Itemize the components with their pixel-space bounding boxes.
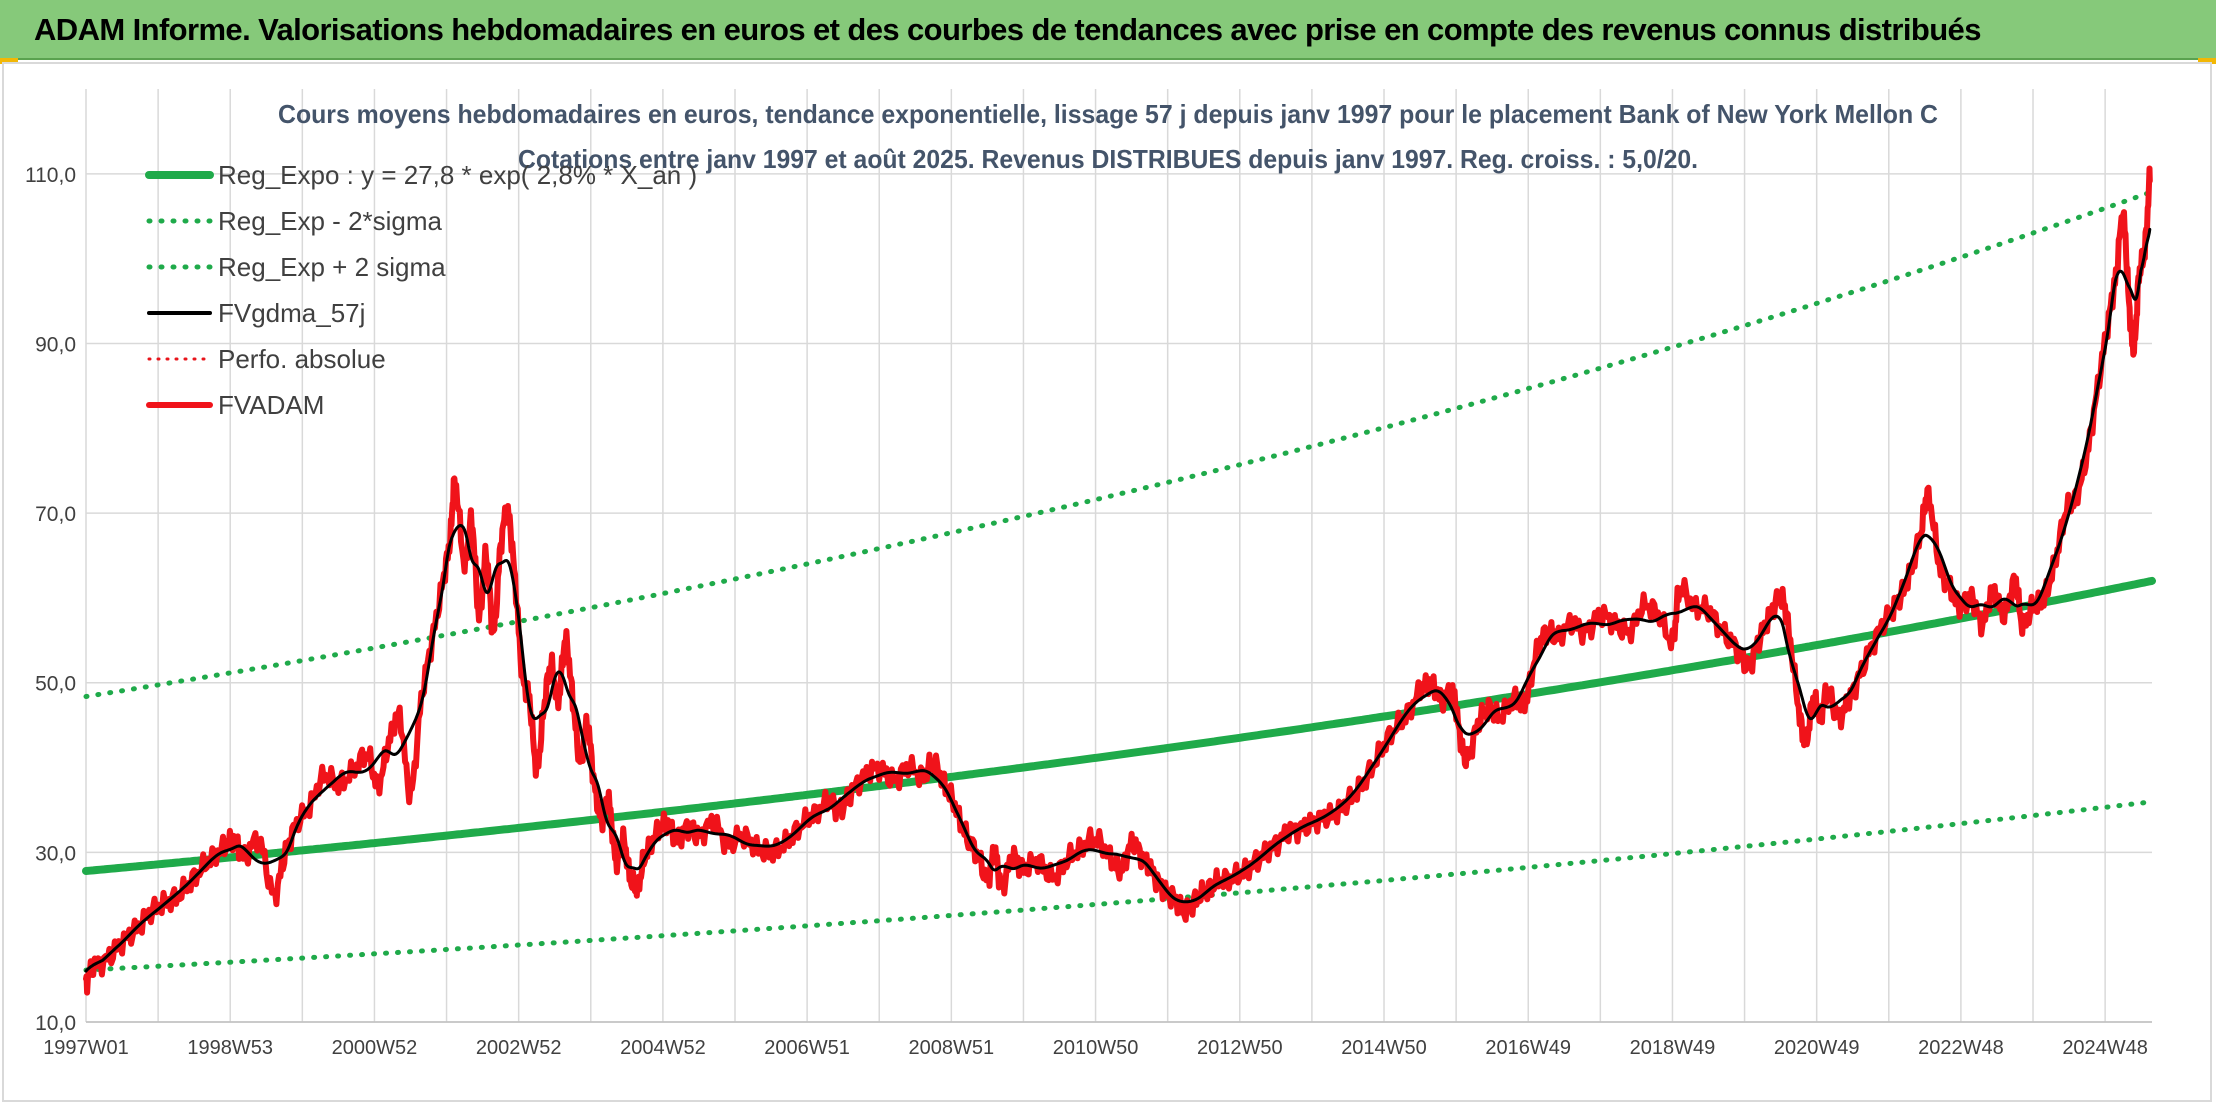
- legend-label: Reg_Exp - 2*sigma: [218, 206, 443, 236]
- x-tick-label: 2012W50: [1197, 1037, 1283, 1059]
- x-tick-label: 1997W01: [43, 1037, 129, 1059]
- chart-title: Cours moyens hebdomadaires en euros, ten…: [278, 99, 1938, 174]
- gridlines: [85, 89, 2152, 1023]
- legend-label: FVADAM: [218, 390, 324, 420]
- legend-label: FVgdma_57j: [218, 298, 365, 328]
- banner-title: ADAM Informe. Valorisations hebdomadaire…: [34, 12, 1981, 47]
- x-tick-label: 2016W49: [1485, 1037, 1571, 1059]
- price-line: [83, 165, 2153, 996]
- y-tick-label: 30,0: [35, 842, 76, 865]
- y-tick-label: 110,0: [25, 164, 76, 187]
- x-tick-label: 2008W51: [909, 1037, 995, 1059]
- banner: ADAM Informe. Valorisations hebdomadaire…: [0, 0, 2216, 60]
- legend-label: Perfo. absolue: [218, 344, 386, 374]
- legend-label: Reg_Expo : y = 27,8 * exp( 2,8% * X_an ): [218, 160, 697, 190]
- x-tick-label: 2024W48: [2062, 1037, 2148, 1059]
- x-tick-label: 2020W49: [1774, 1037, 1860, 1059]
- corner-mark-left: [0, 58, 18, 64]
- line-chart: 10,0 30,0 50,0 70,0 90,0 110,0 1997W01 1998W53 2…: [25, 89, 2156, 1059]
- x-tick-label: 2000W52: [332, 1037, 418, 1059]
- x-tick-label: 2010W50: [1053, 1037, 1139, 1059]
- x-tick-label: 2006W51: [764, 1037, 850, 1059]
- x-tick-label: 2014W50: [1341, 1037, 1427, 1059]
- lower-band-line: [83, 799, 2155, 973]
- chart-title-line: Cotations entre janv 1997 et août 2025. …: [518, 144, 1698, 174]
- chart-title-line: Cours moyens hebdomadaires en euros, ten…: [278, 99, 1938, 129]
- y-tick-label: 90,0: [35, 333, 76, 356]
- x-tick-label: 1998W53: [187, 1037, 273, 1059]
- x-tick-label: 2002W52: [476, 1037, 562, 1059]
- corner-mark-right: [2198, 58, 2216, 64]
- regression-line: [82, 576, 2156, 875]
- legend-label: Reg_Exp + 2 sigma: [218, 252, 446, 282]
- smoothed-line: [84, 227, 2152, 973]
- chart-area: 10,0 30,0 50,0 70,0 90,0 110,0 1997W01 1998W53 2…: [2, 62, 2212, 1102]
- legend: Reg_Expo : y = 27,8 * exp( 2,8% * X_an )…: [145, 160, 697, 420]
- y-tick-label: 10,0: [35, 1012, 76, 1035]
- x-tick-label: 2022W48: [1918, 1037, 2004, 1059]
- x-tick-label: 2004W52: [620, 1037, 706, 1059]
- series-layer: [82, 165, 2156, 996]
- y-tick-label: 50,0: [35, 673, 76, 696]
- y-tick-label: 70,0: [35, 503, 76, 526]
- x-tick-label: 2018W49: [1630, 1037, 1716, 1059]
- axis-labels: 10,0 30,0 50,0 70,0 90,0 110,0 1997W01 1998W53 2…: [25, 164, 2148, 1059]
